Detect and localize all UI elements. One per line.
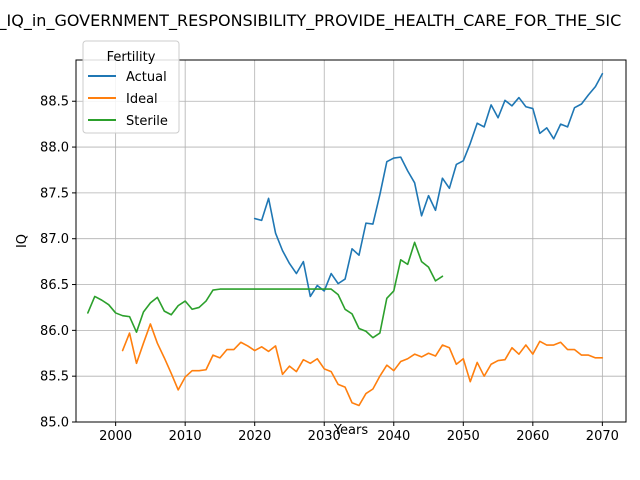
x-tick-label: 2070 xyxy=(586,429,619,444)
x-axis-label: Years xyxy=(333,423,369,438)
x-tick-label: 2040 xyxy=(377,429,410,444)
legend-label-ideal: Ideal xyxy=(126,92,158,107)
x-tick-label: 2060 xyxy=(516,429,549,444)
legend-box xyxy=(82,40,180,134)
legend-title: Fertility xyxy=(107,50,156,65)
legend-label-sterile: Sterile xyxy=(126,114,168,129)
y-axis-label: IQ xyxy=(15,234,30,248)
series-line-sterile xyxy=(87,241,444,339)
y-tick-label: 87.0 xyxy=(40,232,69,247)
axis-ticks: 2000 2010 2020 2030 2040 2050 2060 2070 85.0 85.5… xyxy=(40,95,619,444)
legend-label-actual: Actual xyxy=(126,70,167,85)
chart-title: e_IQ_in_GOVERNMENT_RESPONSIBILITY_PROVID… xyxy=(0,11,621,31)
plot-frame xyxy=(75,59,627,423)
x-tick-label: 2020 xyxy=(238,429,271,444)
series-lines xyxy=(87,72,604,407)
legend: Fertility Actual Ideal Sterile xyxy=(82,40,180,134)
x-tick-label: 2050 xyxy=(447,429,480,444)
y-tick-label: 88.0 xyxy=(40,141,69,156)
x-tick-label: 2010 xyxy=(169,429,202,444)
y-tick-label: 86.0 xyxy=(40,324,69,339)
y-tick-label: 88.5 xyxy=(40,95,69,110)
series-line-actual xyxy=(253,72,604,298)
y-tick-label: 87.5 xyxy=(40,186,69,201)
x-tick-label: 2000 xyxy=(99,429,132,444)
x-tick-label: 2030 xyxy=(308,429,341,444)
series-line-ideal xyxy=(121,323,604,407)
y-tick-label: 86.5 xyxy=(40,278,69,293)
y-tick-label: 85.5 xyxy=(40,370,69,385)
y-tick-label: 85.0 xyxy=(40,416,69,431)
